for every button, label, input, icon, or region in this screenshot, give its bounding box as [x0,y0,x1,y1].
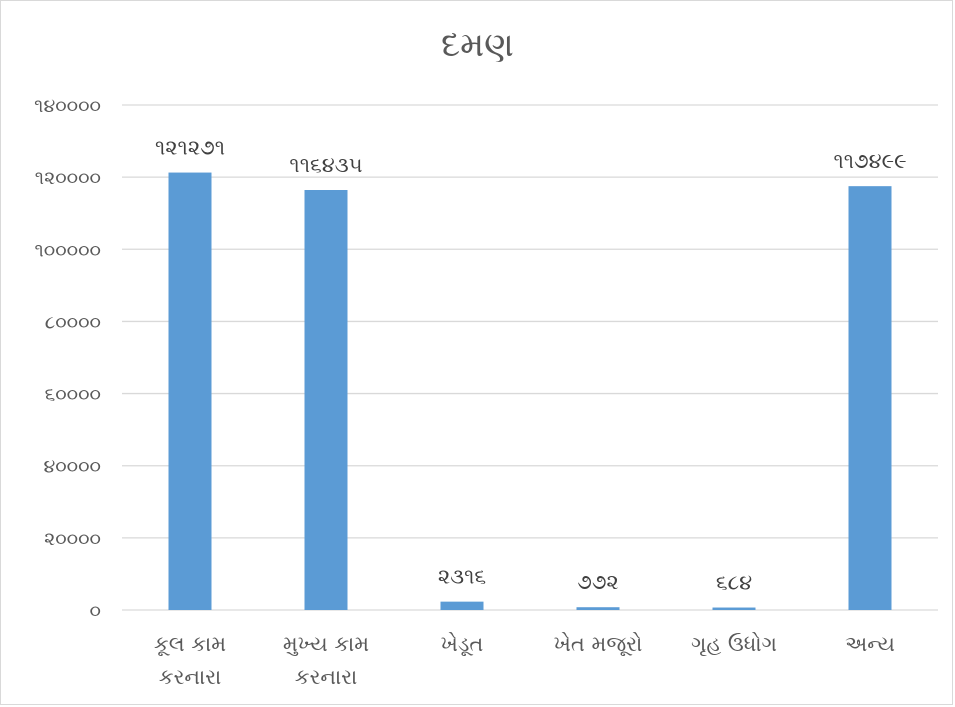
x-axis: કૂલ કામ કરનારા મુખ્ય કામ કરનારા ખેડૂત ખેત મજૂ… [154,632,895,689]
y-tick-label: ૨૦૦૦૦ [44,528,101,550]
bar [848,186,892,611]
x-category-label: અન્ય [845,632,895,656]
x-category-label: કરનારા [295,665,357,689]
x-category-label: કરનારા [159,665,221,689]
data-label: ૧૨૧૨૭૧ [155,136,225,160]
y-tick-label: ૬૦૦૦૦ [45,384,101,406]
y-tick-label: ૧૨૦૦૦૦ [35,167,101,189]
y-tick-label: ૦ [90,600,101,622]
bar [712,607,756,610]
x-category-label: ખેત મજૂરો [554,632,643,657]
bar [576,607,620,610]
y-axis: ૦ ૨૦૦૦૦ ૪૦૦૦૦ ૬૦૦૦૦ ૮૦૦૦૦ ૧૦૦૦૦૦ ૧૨૦૦૦૦ ૧૪૦૦૦૦ [34,95,101,622]
data-label: ૧૧૬૪૩૫ [289,153,362,177]
data-label: ૬૮૪ [716,571,752,595]
y-tick-label: ૮૦૦૦૦ [45,311,101,333]
bar [304,190,348,610]
bar [440,601,484,610]
x-category-label: કૂલ કામ [154,632,226,656]
data-label: ૧૧૭૪૯૯ [833,149,906,173]
x-category-label: ગૃહ ઉધોગ [691,632,777,656]
data-label: ૨૩૧૬ [438,565,486,589]
data-labels: ૧૨૧૨૭૧ ૧૧૬૪૩૫ ૨૩૧૬ ૭૭૨ ૬૮૪ ૧૧૭૪૯૯ [155,136,907,595]
bars [168,172,892,611]
chart-title: દમણ [441,25,514,65]
data-label: ૭૭૨ [577,570,619,594]
x-category-label: ખેડૂત [441,632,484,657]
x-category-label: મુખ્ય કામ [283,632,369,656]
bar [168,172,212,611]
y-tick-label: ૧૦૦૦૦૦ [34,239,101,261]
y-tick-label: ૪૦૦૦૦ [43,456,101,478]
gridlines [122,104,938,611]
y-tick-label: ૧૪૦૦૦૦ [34,95,101,117]
